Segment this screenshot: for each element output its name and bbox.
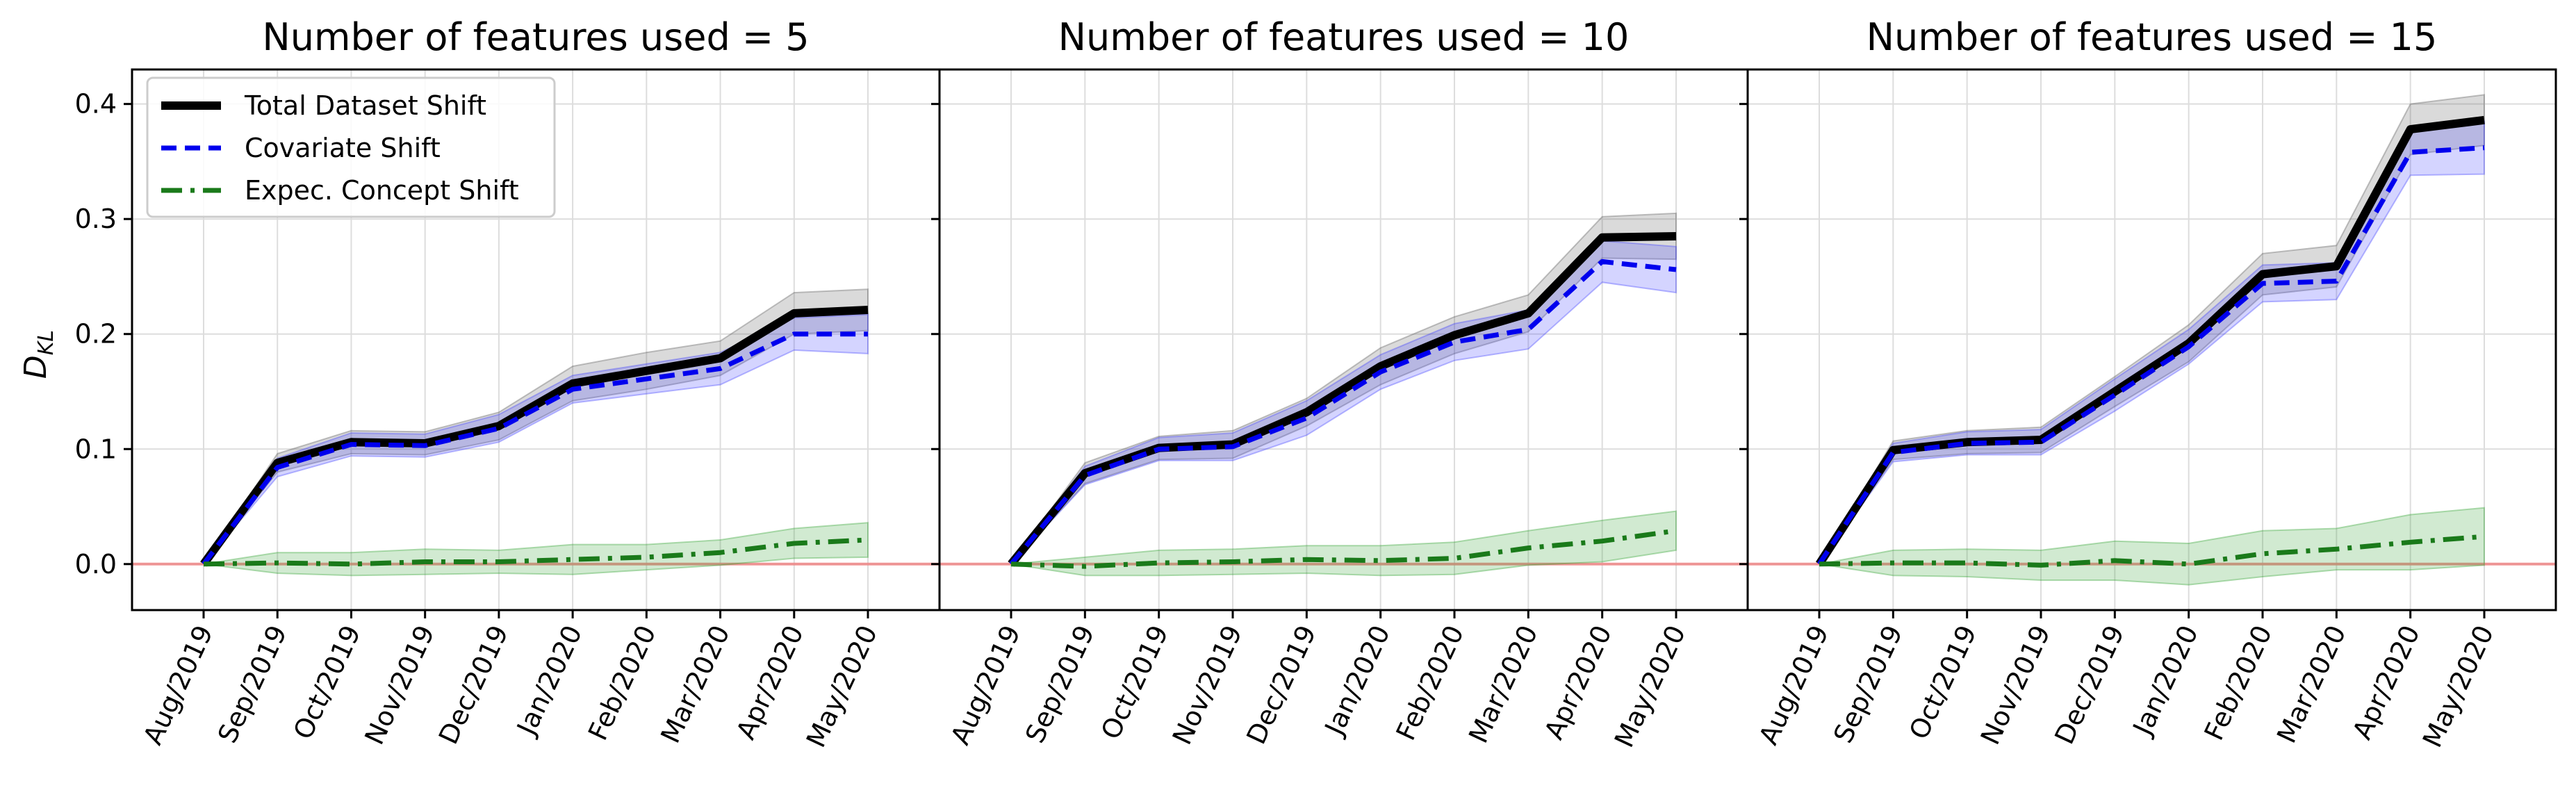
panel-3: Aug/2019Sep/2019Oct/2019Nov/2019Dec/2019…: [1739, 15, 2556, 752]
x-tick-label: Jan/2020: [511, 621, 589, 741]
confidence-band-series-3: [1819, 508, 2484, 585]
x-tick-label: Mar/2020: [1463, 621, 1543, 748]
x-tick-label: Oct/2019: [1903, 621, 1983, 743]
legend-label: Covariate Shift: [245, 133, 441, 163]
x-tick-label: Jan/2020: [2126, 621, 2204, 741]
y-tick-label: 0.0: [75, 549, 117, 580]
y-axis-label-main: D: [18, 355, 54, 379]
panel-2: Aug/2019Sep/2019Oct/2019Nov/2019Dec/2019…: [931, 15, 1748, 752]
x-tick-label: Dec/2019: [1240, 621, 1322, 748]
panel-title: Number of features used = 15: [1867, 15, 2438, 59]
x-tick-label: Sep/2019: [1019, 621, 1100, 748]
x-tick-label: Aug/2019: [1753, 621, 1835, 749]
x-tick-label: Dec/2019: [433, 621, 514, 748]
x-tick-label: Dec/2019: [2049, 621, 2130, 748]
panel-title: Number of features used = 5: [262, 15, 809, 59]
x-tick-label: Feb/2020: [582, 621, 662, 745]
x-tick-label: Nov/2019: [359, 621, 441, 749]
y-tick-label: 0.3: [75, 204, 117, 234]
x-tick-label: Jan/2020: [1318, 621, 1396, 741]
x-tick-label: Mar/2020: [655, 621, 735, 748]
x-tick-label: Nov/2019: [1975, 621, 2057, 749]
legend-label: Total Dataset Shift: [244, 90, 486, 121]
confidence-band-series-1: [1819, 95, 2484, 564]
x-tick-label: May/2020: [2417, 621, 2500, 752]
x-tick-label: Mar/2020: [2271, 621, 2352, 748]
panel-title: Number of features used = 10: [1058, 15, 1630, 59]
confidence-band-series-2: [1011, 241, 1676, 564]
confidence-band-series-2: [204, 315, 868, 564]
x-tick-label: Feb/2020: [1390, 621, 1470, 745]
confidence-band-series-2: [1819, 122, 2484, 564]
x-tick-label: May/2020: [1609, 621, 1691, 752]
x-tick-label: Apr/2020: [730, 621, 810, 743]
x-tick-label: Apr/2020: [1539, 621, 1618, 743]
x-tick-label: Oct/2019: [1095, 621, 1174, 743]
confidence-band-series-3: [204, 523, 868, 575]
y-axis-label-subscript: KL: [34, 330, 58, 355]
x-tick-label: Nov/2019: [1167, 621, 1249, 749]
x-tick-label: Aug/2019: [945, 621, 1027, 749]
y-tick-label: 0.4: [75, 89, 117, 120]
x-tick-label: Sep/2019: [212, 621, 293, 748]
y-tick-label: 0.1: [75, 434, 117, 464]
x-tick-label: May/2020: [801, 621, 883, 752]
legend-label: Expec. Concept Shift: [245, 175, 519, 206]
x-tick-label: Aug/2019: [138, 621, 220, 749]
y-tick-label: 0.2: [75, 319, 117, 350]
x-tick-label: Apr/2020: [2347, 621, 2426, 743]
x-tick-label: Feb/2020: [2199, 621, 2279, 745]
x-tick-label: Oct/2019: [288, 621, 367, 743]
y-axis-label: DKL: [18, 330, 58, 379]
legend: Total Dataset Shift Covariate Shift Expec.…: [147, 78, 555, 217]
x-tick-label: Sep/2019: [1828, 621, 1908, 748]
